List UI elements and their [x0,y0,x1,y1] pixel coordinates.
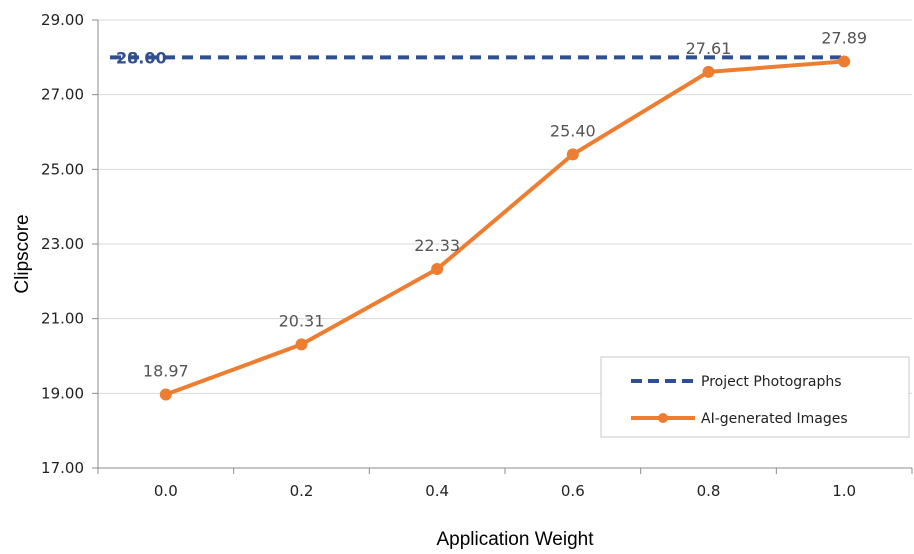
data-label-project-photographs: 28.00 [116,48,167,67]
y-tick-label: 17.00 [41,459,84,477]
data-point-ai-generated-images [566,148,579,161]
y-tick-label: 27.00 [41,86,84,104]
x-tick-label: 0.6 [561,482,585,500]
legend-box [600,356,910,438]
x-tick-label: 0.4 [425,482,449,500]
y-tick-label: 23.00 [41,235,84,253]
data-point-ai-generated-images [702,65,715,78]
series-line-ai-generated-images [165,59,845,397]
y-tick-label: 19.00 [41,384,84,402]
series-group [110,55,851,401]
y-tick-label: 29.00 [41,11,84,29]
x-tick-label: 1.0 [832,482,856,500]
x-tick-label: 0.2 [290,482,314,500]
data-label-ai-generated-images: 20.31 [279,311,325,330]
legend-label-project-photographs: Project Photographs [701,374,842,390]
legend: Project Photographs AI-generated Images [600,356,910,438]
data-point-ai-generated-images [295,338,308,351]
y-tick-labels: 17.00 19.00 21.00 23.00 25.00 27.00 29.00 [41,11,84,477]
data-label-ai-generated-images: 27.89 [821,28,867,47]
y-axis-title: Clipscore [12,214,33,293]
data-label-ai-generated-images: 18.97 [143,361,189,380]
data-point-ai-generated-images [838,55,851,68]
y-tick-label: 25.00 [41,160,84,178]
data-labels: 28.00 18.97 20.31 22.33 25.40 27.61 27.89 [116,28,867,380]
legend-label-ai-generated-images: AI-generated Images [701,411,848,427]
y-tick-label: 21.00 [41,310,84,328]
x-tick-labels: 0.0 0.2 0.4 0.6 0.8 1.0 [154,482,856,500]
data-point-ai-generated-images [431,263,444,276]
data-label-ai-generated-images: 22.33 [414,236,460,255]
x-tick-label: 0.8 [697,482,721,500]
legend-marker-ai-generated-images [658,413,668,423]
x-axis-title: Application Weight [436,529,594,550]
data-label-ai-generated-images: 27.61 [686,39,732,58]
gridlines [98,19,912,394]
data-point-ai-generated-images [159,388,172,401]
data-label-ai-generated-images: 25.40 [550,121,596,140]
x-tick-label: 0.0 [154,482,178,500]
axes [92,19,913,474]
